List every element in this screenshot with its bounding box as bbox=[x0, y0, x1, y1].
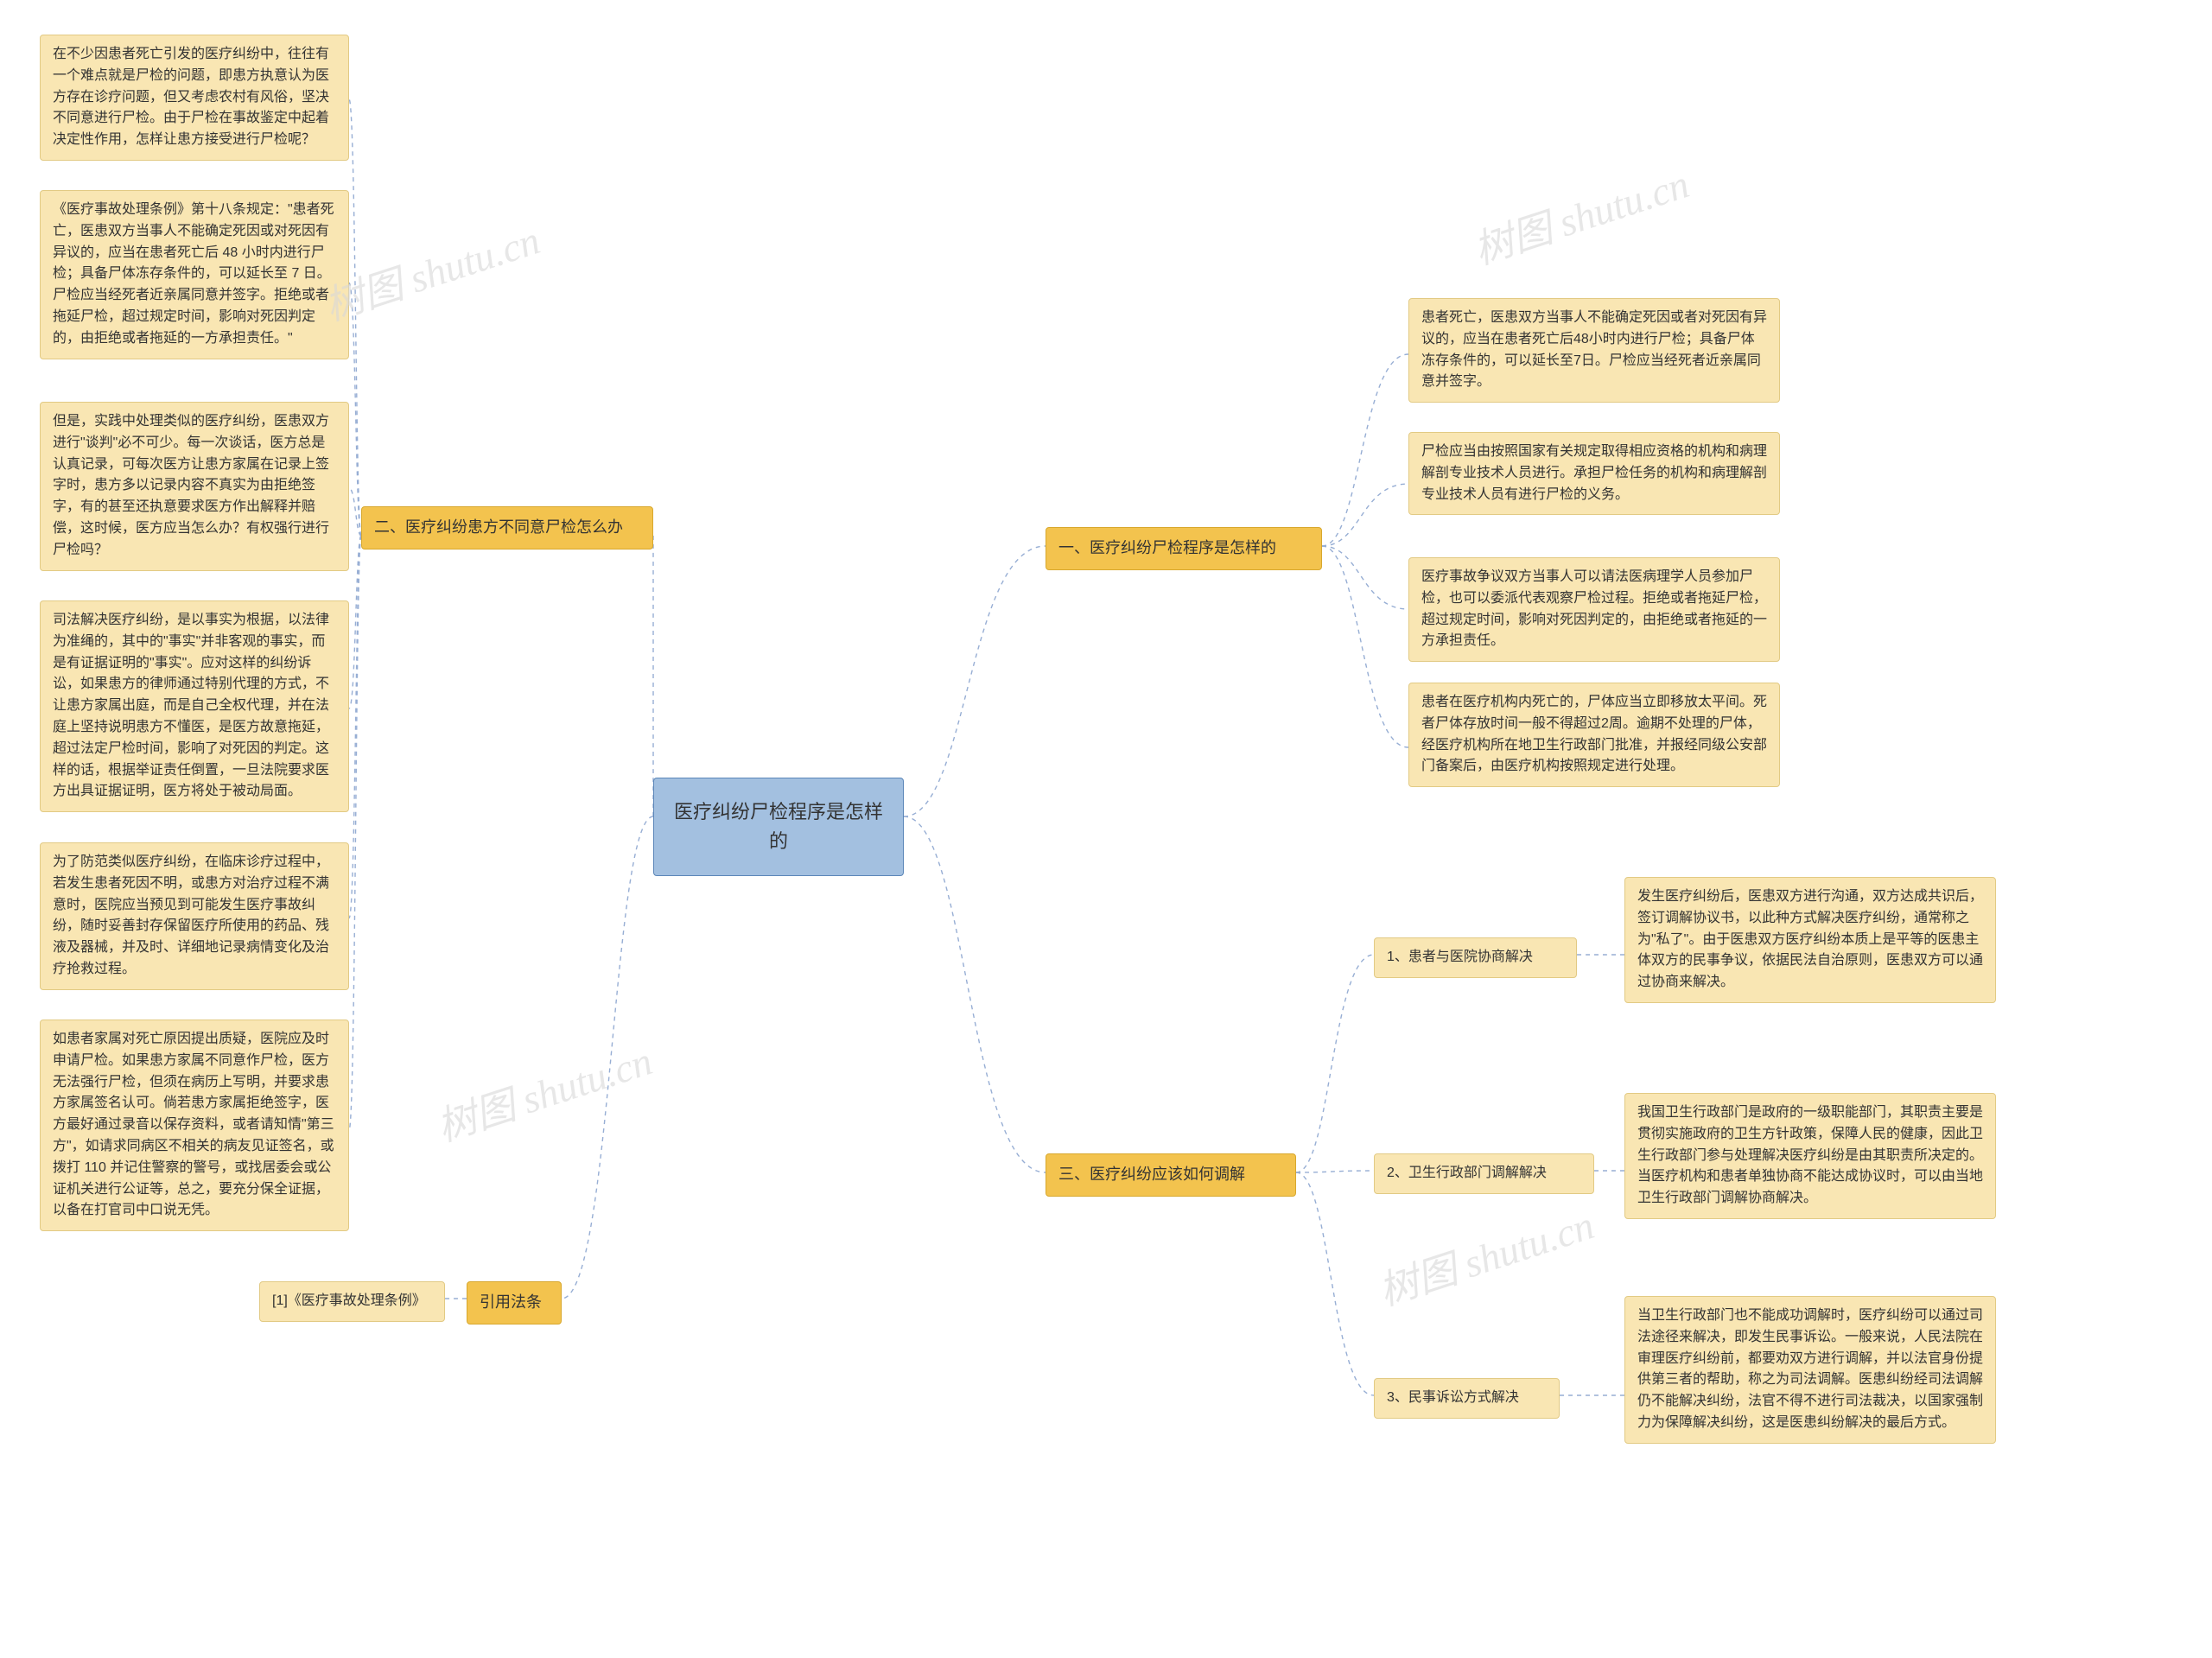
cite-leaf-0: [1]《医疗事故处理条例》 bbox=[259, 1281, 445, 1322]
s3-leaf-2: 当卫生行政部门也不能成功调解时，医疗纠纷可以通过司法途径来解决，即发生民事诉讼。… bbox=[1624, 1296, 1996, 1444]
s1-leaf-2: 医疗事故争议双方当事人可以请法医病理学人员参加尸检，也可以委派代表观察尸检过程。… bbox=[1408, 557, 1780, 662]
section-cite-text: 引用法条 bbox=[480, 1293, 542, 1311]
s2-leaf-2: 但是，实践中处理类似的医疗纠纷，医患双方进行"谈判"必不可少。每一次谈话，医方总… bbox=[40, 402, 349, 571]
section-1: 一、医疗纠纷尸检程序是怎样的 bbox=[1046, 527, 1322, 570]
s2-leaf-4: 为了防范类似医疗纠纷，在临床诊疗过程中，若发生患者死因不明，或患方对治疗过程不满… bbox=[40, 842, 349, 990]
section-2-text: 二、医疗纠纷患方不同意尸检怎么办 bbox=[374, 518, 623, 536]
s3-sub-2-label: 3、民事诉讼方式解决 bbox=[1387, 1390, 1519, 1405]
s1-leaf-2-text: 医疗事故争议双方当事人可以请法医病理学人员参加尸检，也可以委派代表观察尸检过程。… bbox=[1421, 569, 1767, 648]
s3-sub-1-label: 2、卫生行政部门调解解决 bbox=[1387, 1166, 1547, 1180]
s3-sub-2: 3、民事诉讼方式解决 bbox=[1374, 1378, 1560, 1419]
s1-leaf-1-text: 尸检应当由按照国家有关规定取得相应资格的机构和病理解剖专业技术人员进行。承担尸检… bbox=[1421, 444, 1767, 502]
s1-leaf-3: 患者在医疗机构内死亡的，尸体应当立即移放太平间。死者尸体存放时间一般不得超过2周… bbox=[1408, 683, 1780, 787]
s3-sub-0-label: 1、患者与医院协商解决 bbox=[1387, 950, 1533, 964]
s2-leaf-1-text: 《医疗事故处理条例》第十八条规定："患者死亡，医患双方当事人不能确定死因或对死因… bbox=[53, 202, 334, 346]
s2-leaf-1: 《医疗事故处理条例》第十八条规定："患者死亡，医患双方当事人不能确定死因或对死因… bbox=[40, 190, 349, 359]
s3-leaf-1: 我国卫生行政部门是政府的一级职能部门，其职责主要是贯彻实施政府的卫生方针政策，保… bbox=[1624, 1093, 1996, 1219]
section-2: 二、医疗纠纷患方不同意尸检怎么办 bbox=[361, 506, 653, 549]
s2-leaf-0-text: 在不少因患者死亡引发的医疗纠纷中，往往有一个难点就是尸检的问题，即患方执意认为医… bbox=[53, 47, 329, 147]
s2-leaf-5-text: 如患者家属对死亡原因提出质疑，医院应及时申请尸检。如果患方家属不同意作尸检，医方… bbox=[53, 1032, 334, 1217]
s2-leaf-3: 司法解决医疗纠纷，是以事实为根据，以法律为准绳的，其中的"事实"并非客观的事实，… bbox=[40, 600, 349, 812]
section-3: 三、医疗纠纷应该如何调解 bbox=[1046, 1153, 1296, 1197]
center-text: 医疗纠纷尸检程序是怎样的 bbox=[674, 801, 883, 852]
s3-leaf-2-text: 当卫生行政部门也不能成功调解时，医疗纠纷可以通过司法途径来解决，即发生民事诉讼。… bbox=[1637, 1308, 1983, 1430]
s2-leaf-3-text: 司法解决医疗纠纷，是以事实为根据，以法律为准绳的，其中的"事实"并非客观的事实，… bbox=[53, 613, 329, 798]
s1-leaf-3-text: 患者在医疗机构内死亡的，尸体应当立即移放太平间。死者尸体存放时间一般不得超过2周… bbox=[1421, 695, 1767, 773]
s2-leaf-5: 如患者家属对死亡原因提出质疑，医院应及时申请尸检。如果患方家属不同意作尸检，医方… bbox=[40, 1020, 349, 1231]
section-cite: 引用法条 bbox=[467, 1281, 562, 1324]
section-3-text: 三、医疗纠纷应该如何调解 bbox=[1058, 1166, 1245, 1183]
center-node: 医疗纠纷尸检程序是怎样的 bbox=[653, 778, 904, 876]
s1-leaf-0-text: 患者死亡，医患双方当事人不能确定死因或者对死因有异议的，应当在患者死亡后48小时… bbox=[1421, 310, 1767, 389]
s3-sub-0: 1、患者与医院协商解决 bbox=[1374, 937, 1577, 978]
watermark: 树图 shutu.cn bbox=[1370, 1194, 1600, 1318]
s1-leaf-0: 患者死亡，医患双方当事人不能确定死因或者对死因有异议的，应当在患者死亡后48小时… bbox=[1408, 298, 1780, 403]
s3-leaf-0: 发生医疗纠纷后，医患双方进行沟通，双方达成共识后，签订调解协议书，以此种方式解决… bbox=[1624, 877, 1996, 1003]
cite-leaf-0-text: [1]《医疗事故处理条例》 bbox=[272, 1293, 426, 1308]
s1-leaf-1: 尸检应当由按照国家有关规定取得相应资格的机构和病理解剖专业技术人员进行。承担尸检… bbox=[1408, 432, 1780, 515]
s3-sub-1: 2、卫生行政部门调解解决 bbox=[1374, 1153, 1594, 1194]
watermark: 树图 shutu.cn bbox=[316, 209, 546, 333]
section-1-text: 一、医疗纠纷尸检程序是怎样的 bbox=[1058, 539, 1276, 556]
s2-leaf-4-text: 为了防范类似医疗纠纷，在临床诊疗过程中，若发生患者死因不明，或患方对治疗过程不满… bbox=[53, 854, 329, 976]
watermark: 树图 shutu.cn bbox=[429, 1030, 658, 1153]
watermark: 树图 shutu.cn bbox=[1465, 153, 1695, 276]
s3-leaf-1-text: 我国卫生行政部门是政府的一级职能部门，其职责主要是贯彻实施政府的卫生方针政策，保… bbox=[1637, 1105, 1983, 1205]
s2-leaf-2-text: 但是，实践中处理类似的医疗纠纷，医患双方进行"谈判"必不可少。每一次谈话，医方总… bbox=[53, 414, 329, 557]
s2-leaf-0: 在不少因患者死亡引发的医疗纠纷中，往往有一个难点就是尸检的问题，即患方执意认为医… bbox=[40, 35, 349, 161]
s3-leaf-0-text: 发生医疗纠纷后，医患双方进行沟通，双方达成共识后，签订调解协议书，以此种方式解决… bbox=[1637, 889, 1983, 989]
